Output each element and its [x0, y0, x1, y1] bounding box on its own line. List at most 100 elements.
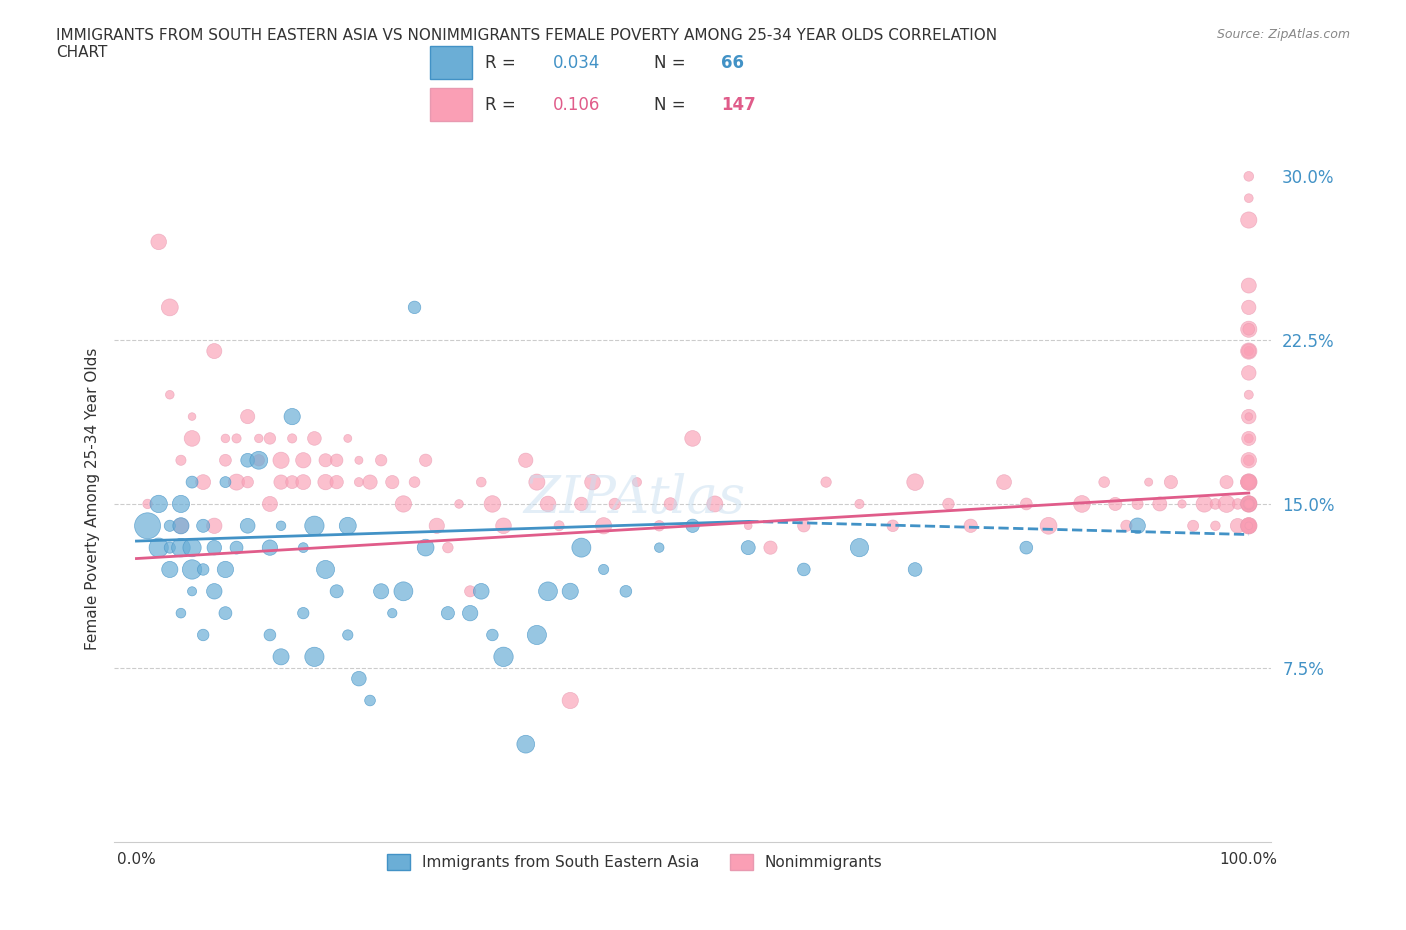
Point — [1237, 497, 1260, 512]
Point — [592, 518, 614, 533]
Point — [793, 562, 815, 577]
Point — [304, 518, 326, 533]
Point — [1092, 474, 1115, 489]
Point — [848, 497, 870, 512]
Text: 0.106: 0.106 — [553, 96, 600, 114]
Point — [347, 671, 370, 686]
Point — [1237, 474, 1260, 489]
Point — [492, 518, 515, 533]
Point — [1204, 518, 1226, 533]
Point — [170, 540, 193, 555]
Point — [1237, 474, 1260, 489]
Point — [181, 584, 204, 599]
Point — [1237, 497, 1260, 512]
Point — [347, 474, 370, 489]
Point — [1237, 518, 1260, 533]
Point — [515, 737, 537, 751]
Point — [458, 584, 481, 599]
Point — [569, 540, 592, 555]
Point — [1015, 497, 1038, 512]
Point — [247, 453, 270, 468]
Point — [181, 562, 204, 577]
Point — [415, 453, 437, 468]
Point — [1237, 518, 1260, 533]
Point — [793, 518, 815, 533]
Point — [1149, 497, 1171, 512]
Point — [1115, 518, 1137, 533]
Point — [1237, 474, 1260, 489]
Point — [481, 497, 503, 512]
Point — [537, 584, 560, 599]
Point — [1237, 431, 1260, 445]
Point — [1237, 474, 1260, 489]
Point — [148, 234, 170, 249]
Point — [404, 300, 426, 315]
Point — [1237, 474, 1260, 489]
Point — [247, 453, 270, 468]
Point — [1237, 322, 1260, 337]
Point — [259, 497, 281, 512]
Point — [359, 693, 381, 708]
Text: N =: N = — [654, 96, 690, 114]
Point — [737, 540, 759, 555]
Point — [1137, 474, 1160, 489]
Point — [458, 605, 481, 620]
Point — [315, 562, 337, 577]
Point — [1237, 518, 1260, 533]
Point — [381, 605, 404, 620]
Point — [470, 474, 492, 489]
Point — [815, 474, 838, 489]
Point — [1237, 518, 1260, 533]
Text: N =: N = — [654, 54, 690, 73]
Point — [1237, 497, 1260, 512]
Point — [515, 453, 537, 468]
Point — [614, 584, 637, 599]
Point — [202, 343, 225, 358]
Point — [1237, 497, 1260, 512]
Point — [315, 474, 337, 489]
Point — [225, 431, 247, 445]
Point — [682, 518, 704, 533]
Point — [1237, 409, 1260, 424]
Point — [170, 518, 193, 533]
Point — [159, 300, 181, 315]
Point — [159, 540, 181, 555]
Point — [1237, 343, 1260, 358]
Point — [569, 497, 592, 512]
Text: IMMIGRANTS FROM SOUTH EASTERN ASIA VS NONIMMIGRANTS FEMALE POVERTY AMONG 25-34 Y: IMMIGRANTS FROM SOUTH EASTERN ASIA VS NO… — [56, 28, 997, 60]
Point — [1237, 278, 1260, 293]
Point — [381, 474, 404, 489]
Point — [1237, 497, 1260, 512]
Point — [626, 474, 648, 489]
Point — [281, 474, 304, 489]
Point — [214, 562, 236, 577]
Point — [560, 693, 582, 708]
Point — [193, 628, 215, 643]
Point — [1237, 431, 1260, 445]
Point — [470, 584, 492, 599]
Point — [370, 584, 392, 599]
Text: 66: 66 — [721, 54, 744, 73]
Point — [214, 605, 236, 620]
Point — [304, 431, 326, 445]
Point — [938, 497, 960, 512]
Point — [426, 518, 449, 533]
Point — [170, 605, 193, 620]
Point — [1171, 497, 1194, 512]
Point — [1237, 343, 1260, 358]
Point — [325, 584, 347, 599]
Point — [1126, 497, 1149, 512]
Point — [292, 474, 315, 489]
Point — [292, 605, 315, 620]
Text: ZIPAtlas: ZIPAtlas — [523, 473, 745, 524]
Text: R =: R = — [485, 54, 522, 73]
Point — [336, 518, 359, 533]
Point — [1237, 518, 1260, 533]
Point — [904, 562, 927, 577]
Point — [281, 431, 304, 445]
Point — [648, 518, 671, 533]
Point — [1237, 409, 1260, 424]
Point — [193, 518, 215, 533]
Point — [359, 474, 381, 489]
Point — [1237, 453, 1260, 468]
